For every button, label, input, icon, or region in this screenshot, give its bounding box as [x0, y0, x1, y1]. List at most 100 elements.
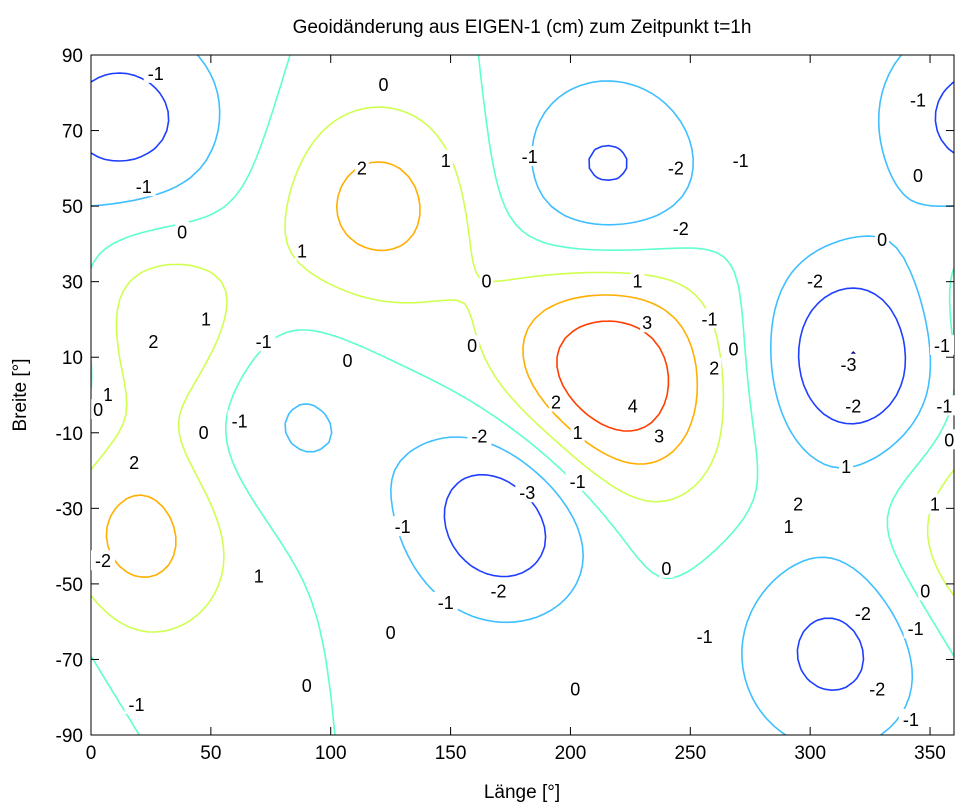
contour-label-background	[549, 391, 564, 412]
x-tick-label: 250	[674, 743, 706, 764]
contour-label-background	[911, 164, 926, 185]
y-tick-label: 70	[62, 122, 83, 143]
contour-label-background	[640, 312, 655, 333]
contour-label-background	[836, 353, 861, 374]
chart-title: Geoidänderung aus EIGEN-1 (cm) zum Zeitp…	[293, 17, 752, 38]
contour-label: 0	[570, 680, 580, 700]
contour-label: 1	[930, 495, 940, 515]
contour-label-background	[565, 470, 590, 491]
contour-label-background	[124, 693, 149, 714]
contour-label: 0	[302, 676, 312, 696]
contour-label-background	[127, 452, 142, 472]
contour-label-background	[467, 425, 492, 446]
y-tick-label: 90	[62, 46, 83, 67]
contour-label-background	[898, 708, 923, 729]
contour-label-background	[299, 674, 314, 695]
contour-label: -2	[869, 680, 885, 700]
contour-label: 2	[551, 393, 561, 413]
contour-line-level-minus-2	[91, 72, 954, 691]
x-tick-label: 200	[555, 743, 587, 764]
y-tick-label: 30	[62, 273, 83, 294]
contour-label-background	[479, 270, 494, 291]
contour-label: 0	[877, 230, 887, 250]
x-tick-label: 0	[86, 743, 97, 764]
contour-label: 1	[633, 272, 643, 292]
contour-label-background	[175, 221, 190, 242]
contour-label-background	[668, 217, 693, 238]
contour-label: 2	[357, 158, 367, 178]
y-tick-label: -70	[56, 650, 83, 671]
contour-label-background	[625, 395, 640, 416]
contour-label: 2	[129, 453, 139, 473]
y-axis-title: Breite [°]	[10, 358, 31, 431]
contour-label-background	[91, 399, 106, 420]
x-axis-title: Länge [°]	[484, 782, 560, 803]
y-tick-label: 50	[62, 197, 83, 218]
contour-label: -1	[438, 593, 454, 613]
contour-label: -1	[934, 336, 950, 356]
contour-lines	[91, 55, 954, 735]
contour-label: 2	[793, 495, 803, 515]
contour-label: -1	[908, 619, 924, 639]
contour-label: 2	[709, 359, 719, 379]
contour-label-background	[465, 334, 480, 355]
contour-label-background	[390, 516, 415, 537]
contour-line-level-3	[556, 320, 670, 432]
contour-label-background	[251, 331, 276, 352]
contour-label: 0	[177, 223, 187, 243]
contour-label: -1	[570, 472, 586, 492]
contour-label-background	[196, 421, 211, 442]
contour-label: -2	[491, 581, 507, 601]
contour-label: -1	[148, 64, 164, 84]
contour-label-background	[659, 557, 674, 578]
contour-label: -2	[95, 551, 111, 571]
contour-label-background	[875, 229, 890, 250]
contour-label: 0	[93, 400, 103, 420]
contour-label-background	[199, 308, 214, 329]
contour-label-background	[383, 622, 398, 642]
contour-label-background	[728, 149, 753, 170]
contour-label: -3	[841, 355, 857, 375]
contour-label-background	[227, 410, 252, 431]
contour-label-background	[663, 157, 688, 178]
contour-label: 0	[342, 351, 352, 371]
contour-label: 0	[386, 623, 396, 643]
contour-label-background	[927, 493, 942, 514]
x-tick-label: 350	[914, 743, 946, 764]
x-tick-label: 300	[794, 743, 826, 764]
contour-label-background	[90, 550, 115, 571]
contour-label: -1	[522, 147, 538, 167]
contour-label-background	[697, 308, 722, 329]
contour-label: -1	[697, 627, 713, 647]
contour-line-level-1	[91, 106, 954, 633]
contour-label: 0	[728, 340, 738, 360]
contour-label-background	[903, 618, 928, 639]
contour-label: 1	[201, 309, 211, 329]
contour-label: -3	[519, 483, 535, 503]
contour-label: -1	[733, 151, 749, 171]
plot-frame	[90, 54, 955, 736]
contour-label-background	[143, 62, 168, 83]
contour-label-background	[865, 678, 890, 699]
contour-label-background	[726, 338, 741, 359]
contour-label: -2	[673, 219, 689, 239]
contour-label-background	[692, 625, 717, 646]
contour-label-background	[517, 146, 542, 166]
contour-label: 1	[297, 241, 307, 261]
contour-label-background	[570, 421, 585, 442]
y-tick-label: -10	[56, 424, 83, 445]
contour-label: 0	[944, 430, 954, 450]
contour-label: 0	[199, 423, 209, 443]
contour-label-background	[376, 74, 391, 95]
contour-label-background	[354, 157, 369, 178]
contour-label: 3	[654, 427, 664, 447]
contour-label: -2	[471, 427, 487, 447]
contour-label-background	[707, 357, 722, 378]
axes: 0 50 100 150 200 250 300 3509070503010-10-30-50…	[56, 46, 955, 764]
contour-label-background	[906, 89, 931, 110]
contour-label: -1	[129, 695, 145, 715]
contour-line-level-2	[105, 161, 699, 578]
